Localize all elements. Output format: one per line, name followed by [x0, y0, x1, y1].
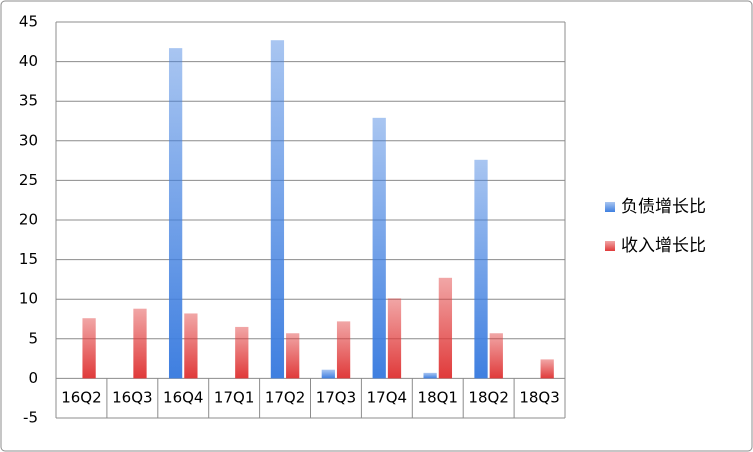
y-tick-label: 10: [19, 290, 38, 308]
bar: [474, 159, 488, 379]
x-tick-label: 18Q2: [468, 389, 508, 407]
y-tick-label: -5: [23, 409, 38, 427]
x-tick-label: 16Q4: [163, 389, 203, 407]
bar: [184, 313, 198, 379]
bar: [540, 359, 554, 379]
bar: [133, 308, 147, 379]
x-tick-label: 17Q3: [316, 389, 356, 407]
y-tick-label: 40: [19, 52, 38, 70]
bar: [489, 333, 503, 379]
legend-label: 收入增长比: [621, 236, 706, 256]
x-tick-label: 17Q2: [265, 389, 305, 407]
legend-swatch: [605, 241, 615, 251]
x-tick-label: 17Q4: [367, 389, 407, 407]
bar: [336, 321, 351, 379]
bar: [270, 40, 285, 379]
y-tick-label: 0: [28, 369, 38, 387]
bar: [235, 326, 249, 379]
bar: [168, 48, 183, 379]
x-tick-label: 16Q2: [61, 389, 101, 407]
bar: [387, 298, 402, 379]
bar: [321, 369, 335, 379]
bar: [286, 333, 300, 379]
y-tick-label: 25: [19, 171, 38, 189]
y-tick-label: 15: [19, 250, 38, 268]
y-tick-label: 35: [19, 92, 38, 110]
y-tick-label: 30: [19, 131, 38, 149]
legend-swatch: [605, 202, 615, 212]
x-tick-label: 18Q1: [418, 389, 458, 407]
bar: [372, 117, 386, 379]
bar: [438, 277, 453, 379]
x-tick-label: 16Q3: [112, 389, 152, 407]
x-tick-label: 18Q3: [519, 389, 559, 407]
legend-label: 负债增长比: [621, 197, 706, 217]
y-tick-label: 20: [19, 211, 38, 229]
bar: [82, 318, 96, 379]
x-tick-label: 17Q1: [214, 389, 254, 407]
y-tick-label: 5: [28, 329, 38, 347]
bar: [423, 372, 437, 379]
y-tick-label: 45: [19, 13, 38, 31]
